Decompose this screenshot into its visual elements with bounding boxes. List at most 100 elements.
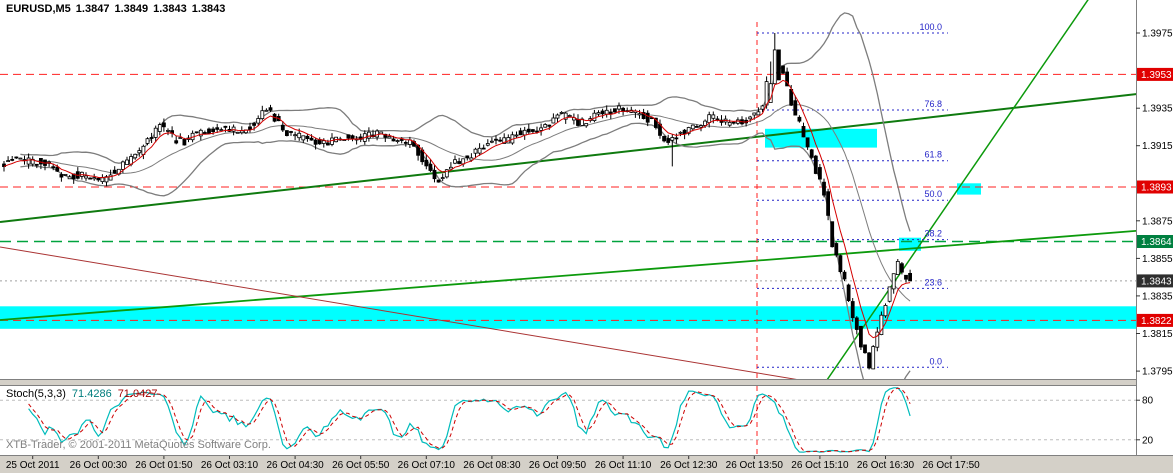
candle-body — [756, 111, 761, 116]
candle-body — [178, 137, 183, 139]
candle-body — [2, 163, 6, 167]
time-axis-label: 26 Oct 07:10 — [398, 460, 456, 471]
time-axis-strip[interactable] — [0, 455, 1173, 473]
price-tag-label: 1.3953 — [1141, 70, 1172, 81]
candle-body — [137, 150, 142, 154]
candle-body — [489, 140, 494, 143]
candle-body — [289, 131, 293, 133]
trend-line[interactable] — [0, 228, 1173, 321]
time-axis-label: 26 Oct 05:50 — [332, 460, 390, 471]
candle-body — [14, 156, 19, 159]
price-tag-label: 1.3822 — [1141, 316, 1172, 327]
candle-body — [727, 122, 732, 126]
price-tag — [1137, 67, 1173, 81]
candle-body — [108, 174, 113, 181]
panel-divider[interactable] — [0, 379, 1173, 386]
cyan-highlight-zone[interactable] — [0, 306, 1136, 329]
candle-body — [777, 49, 781, 81]
candle-body — [748, 116, 753, 120]
candle-body — [321, 140, 326, 144]
candle-body — [711, 114, 716, 119]
candle-body — [88, 177, 92, 180]
candle-body — [248, 126, 252, 131]
candle-body — [51, 166, 56, 169]
time-axis-label: 26 Oct 17:50 — [922, 460, 980, 471]
cyan-highlight-zone[interactable] — [957, 183, 981, 195]
price-axis-label: 1.3875 — [1142, 216, 1173, 227]
time-axis-label: 26 Oct 12:30 — [660, 460, 718, 471]
fibonacci-level-label: 23.6 — [924, 277, 942, 287]
candle-body — [522, 129, 527, 136]
candle-body — [157, 124, 162, 132]
candle-body — [18, 157, 23, 160]
candle-body — [428, 163, 433, 171]
candle-body — [301, 135, 306, 141]
candle-body — [366, 131, 371, 139]
cyan-highlight-zone[interactable] — [765, 128, 877, 148]
candle-body — [690, 124, 695, 130]
candle-body — [871, 346, 876, 370]
candle-body — [293, 134, 298, 137]
candle-body — [596, 112, 601, 115]
candle-body — [699, 125, 703, 128]
candle-body — [211, 128, 216, 132]
candle-body — [666, 138, 671, 143]
time-axis-label: 26 Oct 13:50 — [726, 460, 784, 471]
candle-body — [531, 129, 535, 132]
candle-body — [453, 159, 457, 164]
candle-body — [391, 138, 396, 142]
candle-body — [10, 158, 15, 161]
trend-line[interactable] — [0, 246, 908, 398]
candle-body — [805, 137, 810, 148]
candle-body — [387, 135, 392, 139]
candle-body — [133, 153, 138, 159]
candle-body — [555, 114, 560, 119]
candle-body — [219, 129, 224, 132]
candle-body — [686, 127, 691, 134]
main-chart-area[interactable]: 0.0 23.6 38.2 50.0 61.8 76.8 100.0 — [0, 0, 1173, 414]
candle-body — [198, 129, 203, 137]
fibonacci-level-label: 50.0 — [924, 189, 942, 199]
trend-line[interactable] — [805, 0, 1092, 412]
stoch-signal-value: 71.0427 — [117, 388, 158, 400]
candle-body — [481, 147, 486, 150]
candle-body — [448, 166, 453, 170]
candle-body — [662, 135, 666, 142]
candle-body — [67, 176, 72, 180]
candle-body — [26, 157, 31, 165]
candle-body — [59, 174, 64, 178]
candle-body — [846, 284, 851, 302]
candle-body — [637, 113, 642, 116]
candle-body — [223, 125, 228, 128]
candle-body — [752, 112, 757, 116]
candle-body — [239, 130, 244, 134]
stoch-panel-area[interactable] — [0, 386, 1136, 454]
candle-body — [174, 140, 179, 144]
fibonacci-level-label: 0.0 — [929, 356, 942, 366]
candle-body — [268, 107, 273, 111]
candle-body — [260, 110, 265, 119]
candle-body — [850, 301, 855, 319]
candle-body — [617, 105, 621, 110]
candle-body — [543, 124, 548, 128]
candle-body — [465, 155, 470, 159]
candle-body — [641, 112, 646, 119]
fibonacci-level-label: 76.8 — [924, 99, 942, 109]
candle-body — [859, 325, 863, 348]
quote-close: 1.3843 — [191, 3, 226, 15]
candle-body — [908, 272, 912, 282]
candle-body — [399, 139, 404, 141]
trend-line[interactable] — [0, 90, 1173, 223]
candle-body — [125, 159, 129, 165]
time-axis-label: 26 Oct 01:50 — [135, 460, 193, 471]
fibonacci-level-label: 38.2 — [924, 229, 942, 239]
candle-body — [801, 126, 806, 138]
candle-body — [887, 286, 892, 302]
candle-body — [309, 137, 314, 141]
time-axis-label: 26 Oct 15:10 — [791, 460, 849, 471]
candle-body — [502, 137, 507, 144]
quote-low: 1.3843 — [153, 3, 187, 15]
candle-body — [477, 147, 482, 154]
candle-body — [112, 169, 117, 174]
